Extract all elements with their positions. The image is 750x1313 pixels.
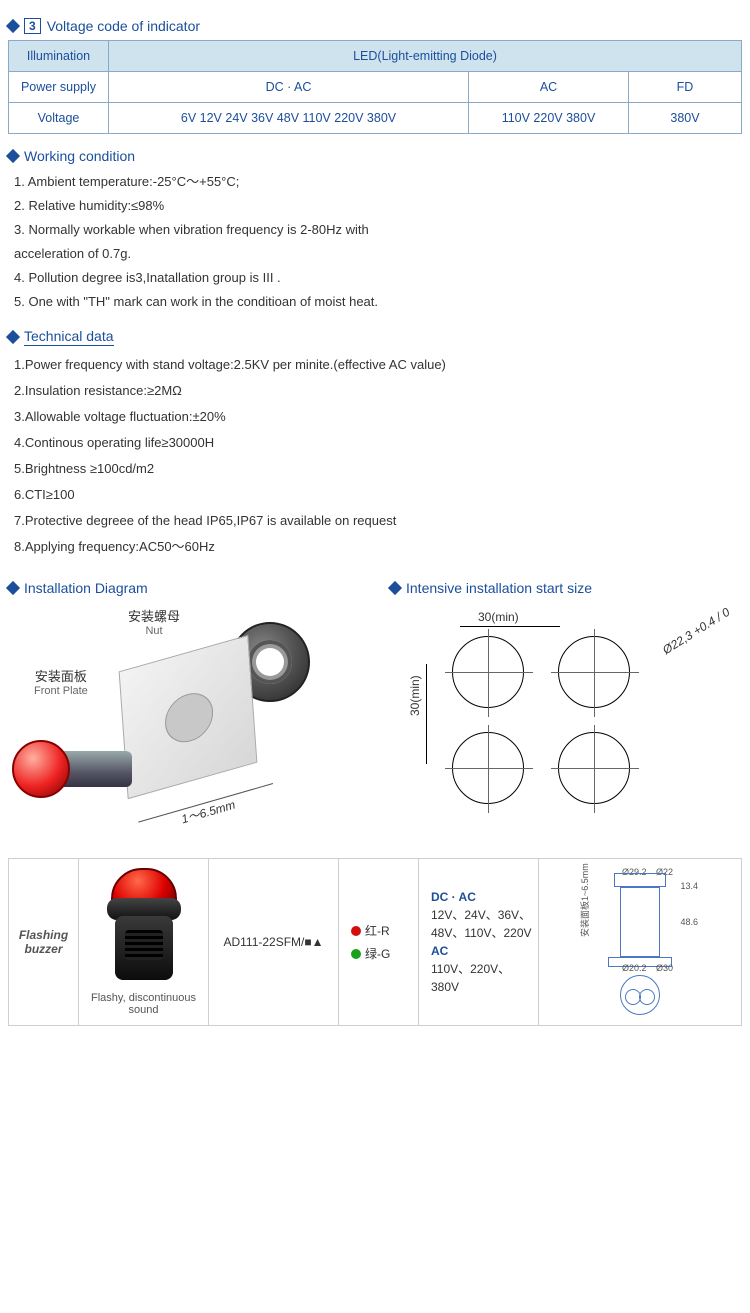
installation-diagram: 安装螺母 Nut 安装面板 Front Plate 1～6.5mm <box>8 602 360 832</box>
voltage-options: DC · AC 12V、24V、36V、48V、110V、220V AC 110… <box>425 888 532 996</box>
section-header-voltage: 3 Voltage code of indicator <box>8 18 742 34</box>
list-item: 6.CTI≥100 <box>14 482 742 508</box>
section-header-working: Working condition <box>8 148 742 164</box>
thickness-dimension: 1～6.5mm <box>138 783 278 839</box>
list-item: 3.Allowable voltage fluctuation:±20% <box>14 404 742 430</box>
cell-power-fd: FD <box>629 72 742 103</box>
cell-power-label: Power supply <box>9 72 109 103</box>
cell-power-ac: AC <box>469 72 629 103</box>
diamond-icon <box>388 581 402 595</box>
list-item: 7.Protective degreee of the head IP65,IP… <box>14 508 742 534</box>
cell-voltage-label: Voltage <box>9 103 109 134</box>
front-plate-graphic <box>119 635 258 799</box>
hole-circle <box>452 732 524 804</box>
section-title: Technical data <box>24 328 114 346</box>
model-number: AD111-22SFM/■▲ <box>209 859 339 1026</box>
list-item: 5. One with "TH" mark can work in the co… <box>14 290 742 314</box>
section-title: Intensive installation start size <box>406 580 592 596</box>
technical-data-list: 1.Power frequency with stand voltage:2.5… <box>8 352 742 560</box>
hole-circle <box>558 636 630 708</box>
product-name: Flashing buzzer <box>9 859 79 1026</box>
working-condition-list: 1. Ambient temperature:-25°C～+55°C; 2. R… <box>8 170 742 314</box>
cell-power-dcac: DC · AC <box>109 72 469 103</box>
hole-circle <box>452 636 524 708</box>
sound-description: Flashy, discontinuous sound <box>85 992 202 1016</box>
section-header-intensive: Intensive installation start size <box>390 580 742 596</box>
list-item: 4. Pollution degree is3,Inatallation gro… <box>14 266 742 290</box>
intensive-size-diagram: 30(min) 30(min) Ø22,3 +0.4 / 0 <box>390 606 742 826</box>
list-item: 5.Brightness ≥100cd/m2 <box>14 456 742 482</box>
indicator-lamp-graphic <box>12 740 132 798</box>
section-header-technical: Technical data <box>8 328 742 346</box>
buzzer-graphic <box>106 868 182 988</box>
product-table: Flashing buzzer Flashy, discontinuous so… <box>8 858 742 1026</box>
section-number: 3 <box>24 18 41 34</box>
diamond-icon <box>6 581 20 595</box>
diamond-icon <box>6 19 20 33</box>
list-item: 2. Relative humidity:≤98% <box>14 194 742 218</box>
section-title: Voltage code of indicator <box>47 18 200 34</box>
diamond-icon <box>6 149 20 163</box>
cell-illumination-label: Illumination <box>9 41 109 72</box>
diameter-dimension: Ø22,3 +0.4 / 0 <box>660 605 732 657</box>
section-title: Working condition <box>24 148 135 164</box>
list-item: 2.Insulation resistance:≥2MΩ <box>14 378 742 404</box>
vertical-dimension: 30(min) <box>408 676 422 717</box>
cell-illumination-value: LED(Light-emitting Diode) <box>109 41 742 72</box>
list-item: 1. Ambient temperature:-25°C～+55°C; <box>14 170 742 194</box>
hole-circle <box>558 732 630 804</box>
horizontal-dimension: 30(min) <box>478 610 519 624</box>
cell-voltage-dcac: 6V 12V 24V 36V 48V 110V 220V 380V <box>109 103 469 134</box>
list-item: 1.Power frequency with stand voltage:2.5… <box>14 352 742 378</box>
section-header-install: Installation Diagram <box>8 580 360 596</box>
green-dot-icon <box>351 949 361 959</box>
diamond-icon <box>6 330 20 344</box>
list-item: 4.Continous operating life≥30000H <box>14 430 742 456</box>
voltage-code-table: Illumination LED(Light-emitting Diode) P… <box>8 40 742 134</box>
list-item: acceleration of 0.7g. <box>14 242 742 266</box>
red-dot-icon <box>351 926 361 936</box>
label-plate: 安装面板 Front Plate <box>34 666 88 697</box>
cell-voltage-fd: 380V <box>629 103 742 134</box>
list-item: 3. Normally workable when vibration freq… <box>14 218 742 242</box>
label-nut: 安装螺母 Nut <box>128 606 180 637</box>
cell-voltage-ac: 110V 220V 380V <box>469 103 629 134</box>
list-item: 8.Applying frequency:AC50～60Hz <box>14 534 742 560</box>
led-color-legend: 红-R 绿-G <box>345 922 412 962</box>
section-title: Installation Diagram <box>24 580 148 596</box>
technical-drawing: Ø29.2 Ø22 13.4 48.6 安装面板1~6.5mm Ø20.2 Ø3… <box>580 867 700 1017</box>
